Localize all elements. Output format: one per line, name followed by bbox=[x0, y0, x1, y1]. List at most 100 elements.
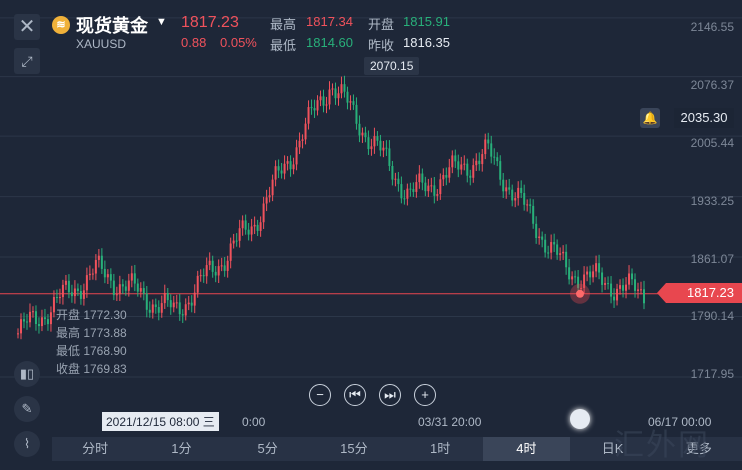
candle-body bbox=[427, 185, 430, 192]
candle-body bbox=[469, 175, 472, 178]
candle-body bbox=[241, 220, 244, 229]
candle-body bbox=[298, 140, 301, 148]
candle-body bbox=[613, 296, 616, 301]
candle-body bbox=[445, 175, 448, 178]
candle-body bbox=[28, 311, 31, 323]
price-alert-value[interactable]: 2035.30 bbox=[674, 108, 734, 128]
candle-body bbox=[22, 319, 25, 322]
candle-body bbox=[169, 300, 172, 308]
candle-body bbox=[454, 155, 457, 162]
x-tick: 03/31 20:00 bbox=[418, 415, 482, 429]
candle-body bbox=[532, 205, 535, 224]
zoom-in-button[interactable]: + bbox=[414, 384, 436, 406]
candle-body bbox=[571, 276, 574, 280]
cursor-high: 最高 1773.88 bbox=[56, 326, 127, 340]
candle-body bbox=[373, 136, 376, 147]
close-button[interactable]: ✕ bbox=[14, 14, 40, 40]
symbol-dropdown-caret-icon[interactable]: ▼ bbox=[156, 16, 167, 28]
candle-body bbox=[550, 242, 553, 253]
candle-body bbox=[538, 236, 541, 238]
candle-body bbox=[472, 165, 475, 178]
candle-body bbox=[280, 170, 283, 174]
x-tick: 06/17 00:00 bbox=[648, 415, 712, 429]
candle-body bbox=[73, 288, 76, 297]
candle-body bbox=[265, 197, 268, 204]
candle-body bbox=[256, 224, 259, 231]
candle-body bbox=[118, 284, 121, 295]
candle-body bbox=[439, 179, 442, 195]
candle-body bbox=[181, 314, 184, 316]
candle-body bbox=[388, 148, 391, 166]
tab-15min[interactable]: 15分 bbox=[340, 441, 368, 456]
high-value: 1817.34 bbox=[306, 14, 353, 29]
candle-body bbox=[526, 204, 529, 206]
candle-body bbox=[535, 223, 538, 238]
candle-body bbox=[487, 139, 490, 144]
candle-body bbox=[529, 204, 532, 206]
candle-body bbox=[628, 273, 631, 285]
candle-body bbox=[76, 288, 79, 291]
fullscreen-button[interactable]: ⤢ bbox=[14, 48, 40, 74]
candle-body bbox=[175, 302, 178, 304]
candle-body bbox=[67, 280, 70, 293]
candle-body bbox=[286, 161, 289, 164]
candle-body bbox=[541, 236, 544, 240]
tab-timeshare[interactable]: 分时 bbox=[82, 441, 109, 456]
bell-icon[interactable]: 🔔 bbox=[640, 108, 660, 128]
zoom-out-button[interactable]: − bbox=[309, 384, 331, 406]
candle-body bbox=[301, 139, 304, 141]
candle-body bbox=[502, 179, 505, 192]
candle-body bbox=[478, 160, 481, 165]
candle-body bbox=[490, 143, 493, 157]
close-icon: ✕ bbox=[18, 16, 36, 38]
draw-tool-button[interactable]: ✎ bbox=[14, 396, 40, 422]
candle-body bbox=[193, 292, 196, 306]
tab-4hour[interactable]: 4时 bbox=[483, 437, 570, 461]
skip-back-icon: ⏮ bbox=[349, 387, 361, 402]
candle-body bbox=[232, 240, 235, 244]
tab-more[interactable]: 更多 bbox=[685, 441, 712, 456]
tab-1min[interactable]: 1分 bbox=[171, 441, 192, 456]
tab-daily[interactable]: 日K bbox=[601, 441, 624, 456]
tab-5min[interactable]: 5分 bbox=[257, 441, 278, 456]
candle-body bbox=[130, 273, 133, 281]
scroll-knob[interactable] bbox=[570, 409, 590, 429]
candle-style-button[interactable]: ▮▯ bbox=[14, 361, 40, 387]
jump-start-button[interactable]: ⏮ bbox=[344, 384, 366, 406]
candle-body bbox=[568, 267, 571, 280]
candle-body bbox=[433, 185, 436, 196]
tab-1hour[interactable]: 1时 bbox=[430, 441, 451, 456]
candle-body bbox=[616, 288, 619, 301]
candle-body bbox=[562, 251, 565, 254]
symbol-code: XAUUSD bbox=[76, 37, 127, 51]
candle-body bbox=[322, 96, 325, 106]
candle-body bbox=[634, 279, 637, 291]
candle-body bbox=[517, 187, 520, 199]
candle-body bbox=[271, 179, 274, 196]
indicator-button[interactable]: ⌇ bbox=[14, 431, 40, 457]
candle-body bbox=[382, 147, 385, 151]
candle-body bbox=[160, 303, 163, 313]
candle-body bbox=[223, 265, 226, 271]
candle-body bbox=[556, 244, 559, 255]
candle-body bbox=[106, 274, 109, 278]
candle-body bbox=[274, 166, 277, 180]
high-label: 最高 bbox=[270, 17, 297, 32]
candle-body bbox=[421, 173, 424, 183]
pen-icon: ✎ bbox=[21, 401, 33, 416]
symbol-name[interactable]: 现货黄金 bbox=[76, 16, 148, 36]
candle-body bbox=[331, 88, 334, 90]
watermark-logo: 汇外网 bbox=[614, 429, 710, 462]
candle-body bbox=[631, 273, 634, 280]
low-value: 1814.60 bbox=[306, 35, 353, 50]
candle-body bbox=[142, 288, 145, 294]
candle-body bbox=[304, 123, 307, 140]
candle-body bbox=[58, 297, 61, 299]
candle-body bbox=[457, 161, 460, 170]
candle-body bbox=[589, 271, 592, 278]
plus-icon: + bbox=[421, 387, 429, 402]
jump-end-button[interactable]: ⏭ bbox=[379, 384, 401, 406]
candle-body bbox=[214, 271, 217, 276]
